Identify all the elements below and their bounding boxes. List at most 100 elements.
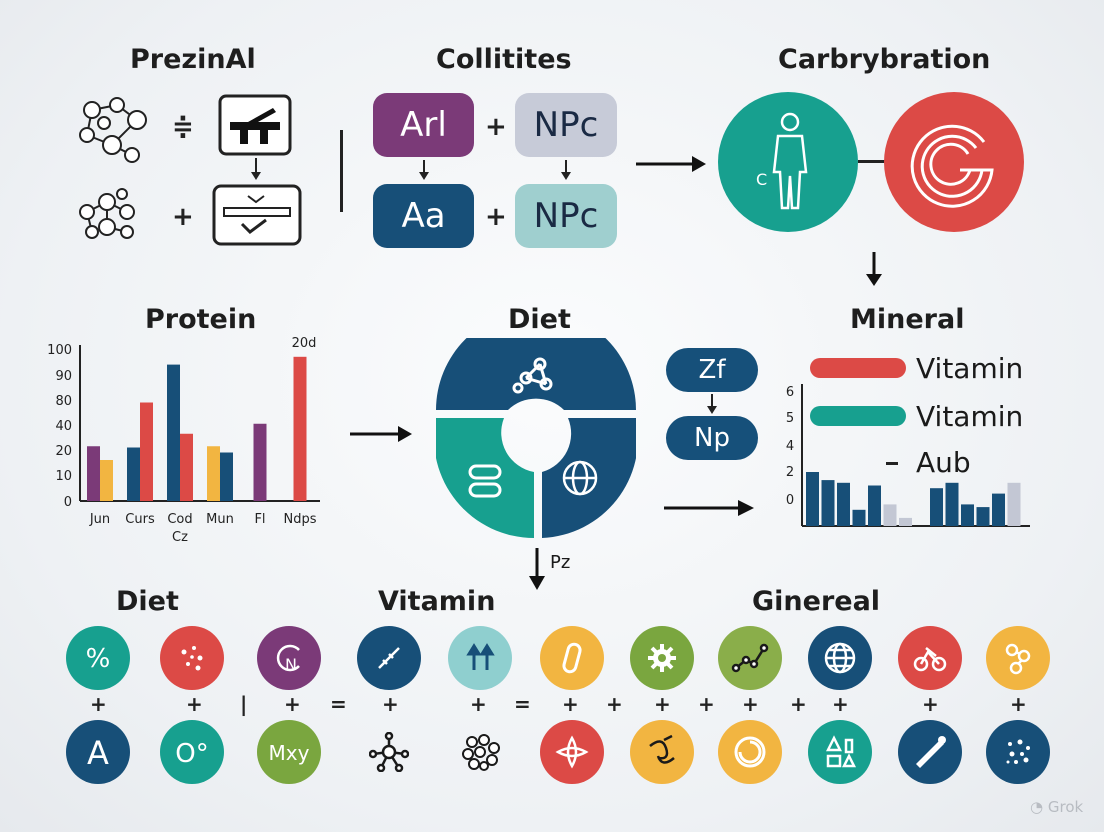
bar bbox=[220, 452, 233, 501]
x-tick-label: Fl bbox=[254, 512, 265, 527]
plus-operator: + bbox=[922, 692, 939, 716]
prezinal-title: PrezinAl bbox=[130, 44, 256, 75]
x-tick-label: Mun bbox=[206, 512, 234, 527]
bar bbox=[127, 447, 140, 501]
nc-icon: N bbox=[257, 626, 321, 690]
bar bbox=[167, 364, 180, 501]
hub-icon bbox=[357, 720, 421, 784]
molecule-icon bbox=[512, 357, 553, 394]
bar bbox=[293, 356, 307, 501]
mini-bar bbox=[806, 472, 819, 526]
plus-operator: + bbox=[1010, 692, 1027, 716]
arrows-up-icon bbox=[448, 626, 512, 690]
bar bbox=[207, 446, 220, 501]
mini-bar bbox=[899, 517, 912, 526]
x-tick-sublabel: Cz bbox=[172, 530, 188, 545]
legend-swatch-dash bbox=[886, 462, 898, 465]
box-arl: Arl bbox=[373, 93, 474, 157]
bar bbox=[180, 433, 193, 501]
svg-text:A: A bbox=[87, 734, 109, 772]
x-tick-label: Cod bbox=[167, 512, 192, 527]
mini-bar bbox=[945, 482, 959, 526]
mxy-icon: Mxy bbox=[257, 720, 321, 784]
dots-icon bbox=[160, 626, 224, 690]
spiral-g-icon bbox=[910, 124, 994, 208]
arrow-down-icon bbox=[529, 548, 545, 590]
plus-operator: + bbox=[606, 692, 623, 716]
chemistry-tool-icon bbox=[218, 94, 292, 156]
box-npc: NPc bbox=[515, 93, 617, 157]
molecule-icon bbox=[986, 626, 1050, 690]
bicycle-icon bbox=[898, 626, 962, 690]
box-npc-teal: NPc bbox=[515, 184, 617, 248]
plus-operator: + bbox=[698, 692, 715, 716]
plus-operator: + bbox=[832, 692, 849, 716]
spiral-g-circle bbox=[884, 92, 1024, 232]
protein-title: Protein bbox=[145, 304, 257, 335]
gear-icon bbox=[630, 626, 694, 690]
globe-icon bbox=[808, 626, 872, 690]
pill-zf: Zf bbox=[666, 348, 758, 392]
mini-bar bbox=[961, 504, 974, 526]
o-icon: O° bbox=[160, 720, 224, 784]
mini-bar bbox=[821, 480, 835, 526]
svg-text:Mxy: Mxy bbox=[269, 741, 309, 765]
letter-a-icon: A bbox=[66, 720, 130, 784]
pill-icon bbox=[468, 464, 502, 498]
box-aa: Aa bbox=[373, 184, 474, 248]
arrow-down-icon bbox=[419, 160, 429, 180]
arrow-down-icon bbox=[251, 158, 261, 180]
connector-line bbox=[858, 160, 886, 163]
svg-text:O°: O° bbox=[175, 739, 208, 769]
plus-operator: + bbox=[186, 692, 203, 716]
x-tick-label: Ndps bbox=[283, 512, 316, 527]
legend-swatch-teal bbox=[810, 406, 906, 426]
watermark: ◔ Grok bbox=[1030, 798, 1084, 816]
legend-swatch-red bbox=[810, 358, 906, 378]
arrow-down-icon bbox=[866, 252, 882, 286]
capsule-icon bbox=[540, 626, 604, 690]
arrow-right-icon bbox=[664, 500, 754, 516]
mini-y-tick: 6 bbox=[786, 385, 794, 400]
collitites-title: Collitites bbox=[436, 44, 572, 75]
swirl-icon bbox=[630, 720, 694, 784]
approx-operator: ≑ bbox=[172, 112, 194, 142]
mini-bar bbox=[976, 507, 990, 526]
bar bbox=[253, 423, 267, 501]
y-tick-label: 40 bbox=[55, 419, 72, 434]
arrow-right-icon bbox=[636, 156, 706, 172]
mini-bar bbox=[1007, 482, 1021, 526]
divider bbox=[340, 130, 343, 212]
pz-label: Pz bbox=[550, 552, 571, 573]
mini-bar bbox=[930, 488, 943, 526]
plus-operator: + bbox=[790, 692, 807, 716]
bottom-diet-title: Diet bbox=[116, 586, 179, 617]
diet-center-title: Diet bbox=[508, 304, 571, 335]
diet-ring-diagram bbox=[436, 338, 636, 538]
mini-bar bbox=[868, 485, 881, 526]
y-tick-label: 80 bbox=[55, 394, 72, 409]
spiral-icon bbox=[718, 720, 782, 784]
plus-operator: + bbox=[485, 202, 507, 232]
y-tick-label: 0 bbox=[64, 495, 72, 510]
ring-top-segment bbox=[436, 338, 636, 410]
bar bbox=[100, 460, 113, 501]
bar bbox=[87, 446, 100, 501]
watermark-icon: ◔ bbox=[1030, 798, 1048, 816]
plus-operator: + bbox=[470, 692, 487, 716]
carbrybration-title: Carbrybration bbox=[778, 44, 991, 75]
bottom-general-title: Ginereal bbox=[752, 586, 881, 617]
equals-operator: = bbox=[330, 692, 347, 716]
arrow-right-icon bbox=[350, 426, 412, 442]
human-body-circle: C bbox=[718, 92, 858, 232]
circle-label: C bbox=[756, 170, 768, 189]
arrow-down-icon bbox=[707, 394, 717, 414]
mini-y-tick: 5 bbox=[786, 411, 794, 426]
plus-operator: + bbox=[654, 692, 671, 716]
horn-icon bbox=[898, 720, 962, 784]
percent-icon: % bbox=[66, 626, 130, 690]
legend-vitamin-2: Vitamin bbox=[916, 400, 1024, 433]
mini-y-tick: 0 bbox=[786, 493, 794, 508]
mini-y-tick: 4 bbox=[786, 439, 794, 454]
y-tick-label: 20 bbox=[55, 444, 72, 459]
